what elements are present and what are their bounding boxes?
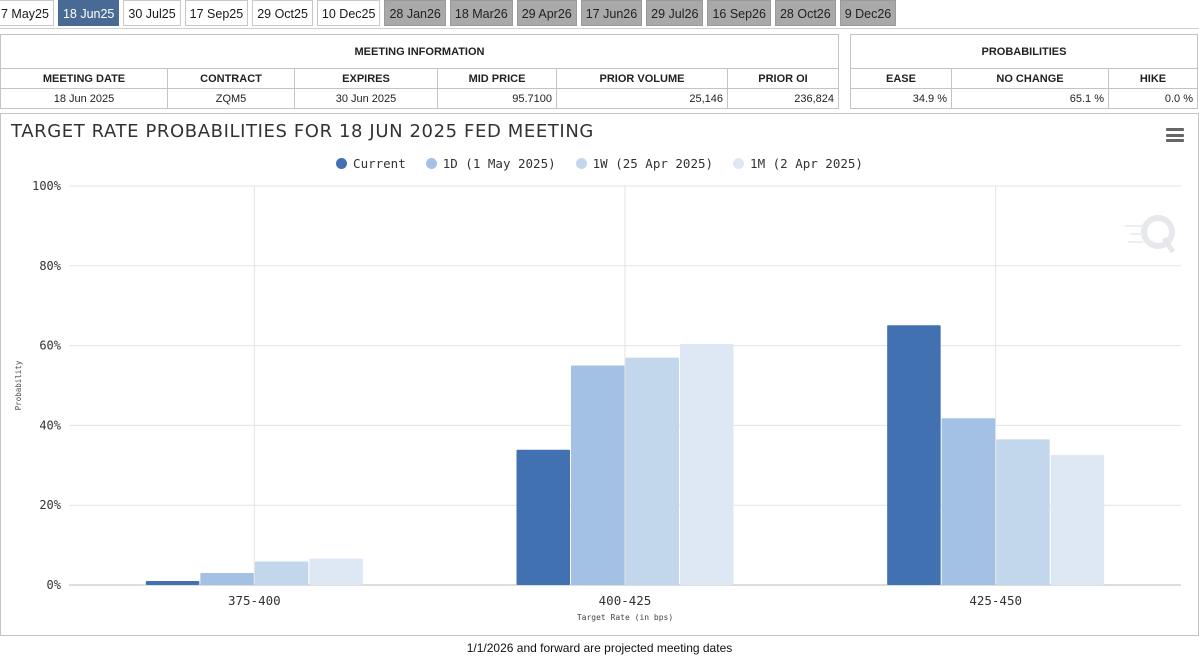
meeting-date-tabs: 7 May25 18 Jun25 30 Jul25 17 Sep25 29 Oct25 1…: [0, 0, 1199, 29]
bar-425-450-series-2: [996, 439, 1050, 585]
tab-10-dec25[interactable]: 10 Dec25: [316, 0, 381, 26]
footnote: 1/1/2026 and forward are projected meeti…: [466, 641, 733, 655]
value-ease: 34.9 %: [850, 88, 952, 109]
legend-item-1[interactable]: 1D (1 May 2025): [425, 156, 556, 171]
bar-425-450-series-3: [1050, 454, 1105, 585]
value-mid-price: 95.7100: [437, 88, 557, 109]
legend-label: Current: [353, 156, 406, 171]
value-no-change: 65.1 %: [951, 88, 1109, 109]
legend-label: 1D (1 May 2025): [442, 156, 556, 171]
header-meeting-date: MEETING DATE: [0, 68, 168, 89]
bar-400-425-series-3: [680, 344, 734, 585]
header-ease: EASE: [850, 68, 952, 89]
value-expires: 30 Jun 2025: [294, 88, 438, 109]
legend-dot-icon: [575, 158, 587, 169]
tab-7-may25[interactable]: 7 May25: [0, 0, 54, 26]
legend-dot-icon: [336, 158, 348, 169]
tab-29-jul26[interactable]: 29 Jul26: [646, 0, 704, 26]
header-prior-oi: PRIOR OI: [727, 68, 839, 89]
legend-item-3[interactable]: 1M (2 Apr 2025): [733, 156, 863, 171]
tab-16-sep26[interactable]: 16 Sep26: [707, 0, 771, 26]
y-axis-label: Probability: [14, 360, 23, 410]
y-tick-label: 100%: [32, 179, 62, 193]
x-tick-label: 425-450: [969, 593, 1022, 608]
chart-title: TARGET RATE PROBABILITIES FOR 18 JUN 202…: [11, 121, 594, 142]
y-tick-label: 0%: [47, 578, 62, 592]
x-tick-label: 375-400: [228, 593, 281, 608]
legend-item-2[interactable]: 1W (25 Apr 2025): [575, 156, 714, 171]
bar-400-425-series-0: [516, 449, 570, 585]
tab-9-dec26[interactable]: 9 Dec26: [839, 0, 897, 26]
bar-400-425-series-1: [571, 365, 625, 585]
y-tick-label: 80%: [39, 259, 61, 273]
hamburger-menu-icon[interactable]: [1166, 128, 1184, 142]
probabilities-title: PROBABILITIES: [850, 34, 1198, 69]
tab-18-mar26[interactable]: 18 Mar26: [449, 0, 513, 26]
probabilities-table: PROBABILITIES EASE NO CHANGE HIKE 34.9 %…: [850, 34, 1198, 109]
x-tick-label: 400-425: [599, 593, 652, 608]
watermark-logo-icon: [1125, 215, 1176, 254]
header-expires: EXPIRES: [294, 68, 438, 89]
legend-label: 1W (25 Apr 2025): [592, 156, 714, 171]
chart-panel: TARGET RATE PROBABILITIES FOR 18 JUN 202…: [0, 113, 1199, 636]
value-prior-volume: 25,146: [556, 88, 728, 109]
bar-425-450-series-0: [887, 325, 941, 585]
header-prior-volume: PRIOR VOLUME: [556, 68, 728, 89]
tab-18-jun25[interactable]: 18 Jun25: [57, 0, 120, 26]
header-mid-price: MID PRICE: [437, 68, 557, 89]
y-tick-label: 40%: [39, 418, 61, 432]
value-contract: ZQM5: [167, 88, 295, 109]
tab-17-sep25[interactable]: 17 Sep25: [184, 0, 249, 26]
tab-28-oct26[interactable]: 28 Oct26: [774, 0, 836, 26]
tab-28-jan26[interactable]: 28 Jan26: [384, 0, 446, 26]
tab-29-apr26[interactable]: 29 Apr26: [516, 0, 577, 26]
bar-375-400-series-1: [200, 573, 254, 585]
meeting-information-table: MEETING INFORMATION MEETING DATE CONTRAC…: [0, 34, 839, 109]
y-tick-label: 60%: [39, 339, 61, 353]
value-meeting-date: 18 Jun 2025: [0, 88, 168, 109]
tab-30-jul25[interactable]: 30 Jul25: [123, 0, 181, 26]
x-axis-label: Target Rate (in bps): [577, 613, 673, 622]
value-prior-oi: 236,824: [727, 88, 839, 109]
header-no-change: NO CHANGE: [951, 68, 1109, 89]
chart-legend: Current 1D (1 May 2025) 1W (25 Apr 2025) 1M…: [1, 156, 1198, 171]
bar-375-400-series-2: [254, 561, 309, 585]
bar-375-400-series-3: [309, 558, 363, 585]
legend-label: 1M (2 Apr 2025): [750, 156, 863, 171]
bar-chart: 0% 20% 40% 60% 80% 100% 375-400 400-425 425-450 T…: [14, 179, 1181, 622]
tab-29-oct25[interactable]: 29 Oct25: [252, 0, 313, 26]
legend-item-0[interactable]: Current: [336, 156, 406, 171]
legend-dot-icon: [425, 158, 437, 169]
meeting-information-title: MEETING INFORMATION: [0, 34, 839, 69]
bar-375-400-series-0: [145, 581, 200, 585]
header-contract: CONTRACT: [167, 68, 295, 89]
value-hike: 0.0 %: [1108, 88, 1198, 109]
header-hike: HIKE: [1108, 68, 1198, 89]
bar-425-450-series-1: [941, 418, 996, 585]
tab-17-jun26[interactable]: 17 Jun26: [580, 0, 643, 26]
y-tick-label: 20%: [39, 498, 61, 512]
legend-dot-icon: [733, 158, 745, 169]
bar-400-425-series-2: [625, 357, 679, 585]
